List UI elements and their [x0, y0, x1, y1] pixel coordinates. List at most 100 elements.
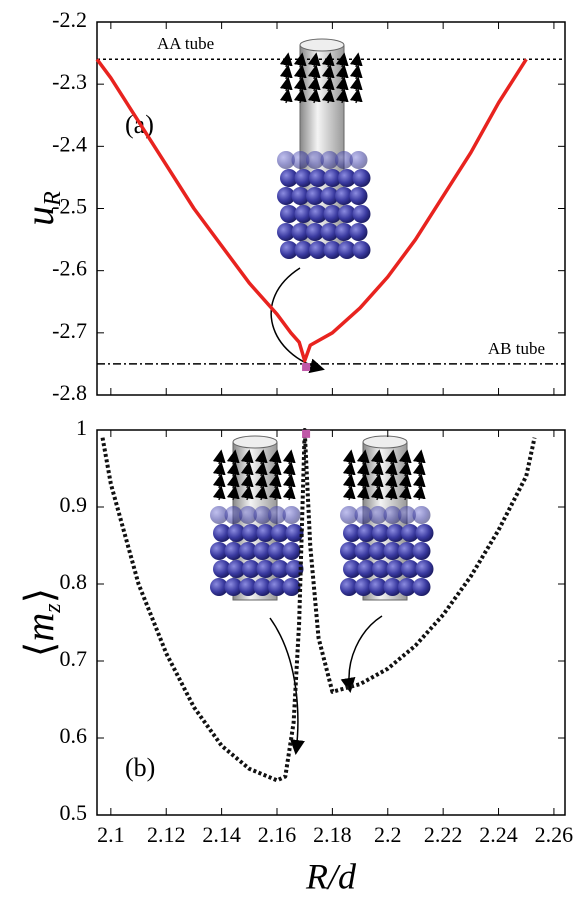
atom [352, 205, 371, 223]
spin-arrow [412, 449, 426, 465]
y-tick-label: 1 [76, 415, 87, 440]
y-tick-label: 0.9 [60, 492, 88, 517]
y-tick-label: -2.2 [52, 7, 87, 32]
spin-arrow [384, 461, 398, 477]
atom [271, 560, 289, 578]
y-tick-label: 0.6 [60, 723, 88, 748]
atom [282, 542, 301, 560]
atom [309, 241, 327, 259]
spin-arrow [384, 485, 398, 501]
atom [338, 241, 356, 259]
spin-arrow [384, 449, 398, 465]
atom [383, 578, 402, 596]
atom [280, 241, 298, 259]
x-tick-label: 2.18 [313, 822, 352, 847]
atom [210, 542, 228, 560]
spin-arrow [349, 52, 363, 68]
spin-arrow [268, 449, 282, 465]
spin-arrow [212, 461, 226, 477]
spin-arrow [212, 449, 226, 465]
atom [291, 223, 310, 241]
atom [343, 560, 361, 578]
atom [239, 542, 257, 560]
data-line [100, 428, 537, 783]
atom [349, 223, 368, 241]
atom [277, 151, 295, 169]
atom [239, 506, 257, 524]
spin-arrow [282, 473, 296, 489]
atom [340, 578, 358, 596]
arrow [269, 617, 305, 755]
spin-arrow [254, 473, 268, 489]
x-tick-label: 2.12 [147, 822, 186, 847]
atom [210, 506, 228, 524]
spin-arrow [398, 461, 412, 477]
spin-arrow [279, 52, 293, 68]
atom [210, 578, 228, 596]
atom [338, 205, 356, 223]
spin-arrow [349, 88, 363, 104]
atom [338, 169, 356, 187]
atom [285, 524, 304, 542]
spin-arrow [342, 485, 356, 501]
spin-arrow [240, 461, 254, 477]
atom [354, 542, 373, 560]
spin-arrow [282, 461, 296, 477]
atom [415, 560, 434, 578]
atom [239, 578, 257, 596]
marker [302, 429, 311, 438]
atom [323, 205, 342, 223]
spin-arrow [370, 473, 384, 489]
y-tick-label: 0.7 [60, 646, 88, 671]
atom [401, 560, 419, 578]
atom [294, 169, 313, 187]
atom [277, 187, 295, 205]
atom [224, 506, 243, 524]
y-axis-label: ⟨mz⟩ [17, 588, 65, 657]
y-axis-label: uR [17, 191, 65, 226]
atom [306, 187, 324, 205]
spin-arrow [307, 52, 321, 68]
spin-arrow [226, 485, 240, 501]
atom [291, 187, 310, 205]
spin-arrow [279, 88, 293, 104]
y-tick-label: -2.5 [52, 194, 87, 219]
atom [224, 542, 243, 560]
spin-arrow [254, 461, 268, 477]
spin-arrow [293, 88, 307, 104]
atom [335, 151, 353, 169]
y-axis-label-part: ⟨ [17, 642, 62, 658]
cylinder-top [362, 435, 408, 449]
atom [340, 542, 358, 560]
spin-arrow [307, 76, 321, 92]
atom [320, 151, 339, 169]
spin-arrow [412, 473, 426, 489]
atom [369, 542, 387, 560]
spin-arrow [356, 485, 370, 501]
cylinder-top [299, 38, 345, 52]
spin-arrow [240, 485, 254, 501]
atom [343, 524, 361, 542]
atom [268, 542, 286, 560]
atom [415, 524, 434, 542]
panel-label: (b) [125, 753, 155, 782]
cylinder-top [232, 435, 278, 449]
atom [354, 578, 373, 596]
atom [349, 151, 368, 169]
atom [352, 241, 371, 259]
spin-arrow [398, 449, 412, 465]
spin-arrow [412, 485, 426, 501]
spin-arrow [282, 449, 296, 465]
spin-arrow [335, 88, 349, 104]
spin-arrow [342, 461, 356, 477]
atom [256, 524, 275, 542]
atom [412, 542, 431, 560]
spin-arrow [212, 473, 226, 489]
atom [412, 578, 431, 596]
atom [242, 524, 260, 542]
y-axis-label-part: z [40, 603, 66, 614]
spin-arrow [335, 76, 349, 92]
y-tick-label: -2.4 [52, 131, 87, 156]
spin-arrow [412, 461, 426, 477]
